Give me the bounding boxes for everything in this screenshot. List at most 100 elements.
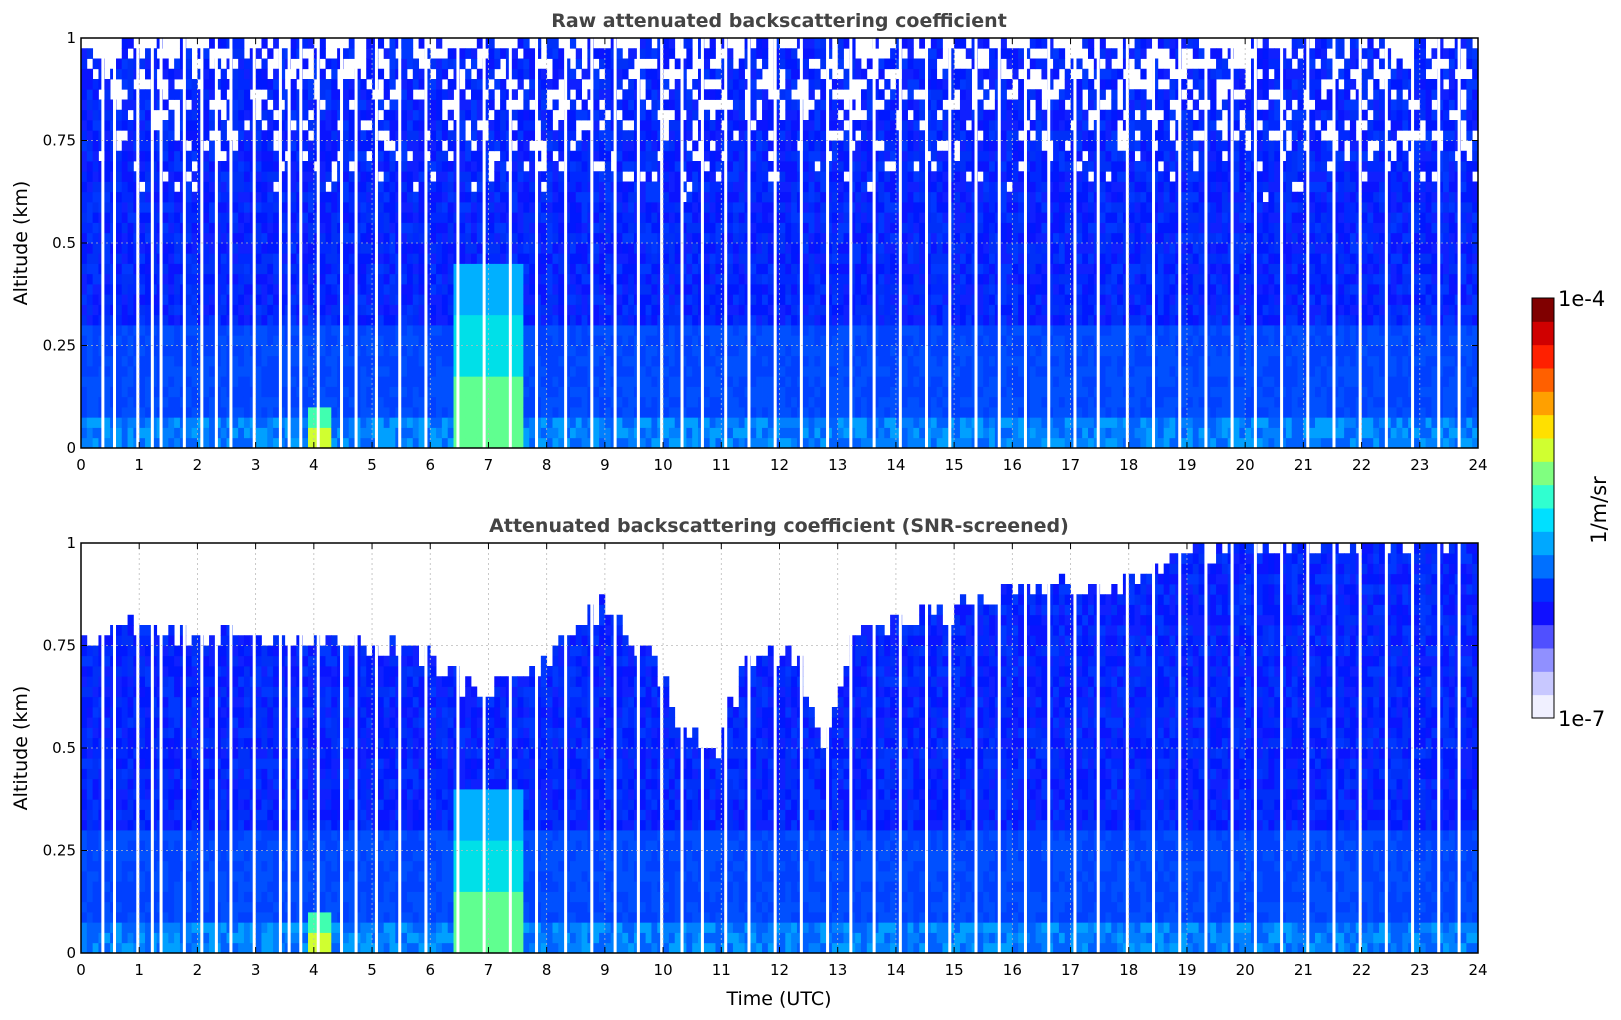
heatmap-cell — [203, 263, 210, 275]
heatmap-cell — [802, 243, 809, 254]
heatmap-cell — [366, 181, 373, 193]
heatmap-cell — [139, 396, 146, 408]
heatmap-cell — [628, 202, 635, 213]
heatmap-cell — [139, 120, 146, 131]
heatmap-cell — [843, 181, 850, 193]
heatmap-cell — [150, 427, 158, 439]
heatmap-cell — [663, 355, 670, 367]
heatmap-cell — [121, 396, 128, 408]
heatmap-cell — [273, 191, 280, 203]
heatmap-cell — [406, 243, 414, 254]
heatmap-cell — [389, 437, 396, 448]
heatmap-cell — [476, 202, 484, 213]
heatmap-cell — [302, 396, 309, 408]
heatmap-cell — [430, 253, 437, 264]
heatmap-cell — [168, 79, 175, 90]
heatmap-cell — [604, 130, 612, 141]
heatmap-cell — [267, 222, 274, 234]
heatmap-cell — [418, 294, 425, 305]
heatmap-cell — [738, 99, 745, 111]
heatmap-cell — [441, 253, 449, 264]
heatmap-cell — [494, 130, 501, 141]
heatmap-cell — [308, 427, 315, 439]
heatmap-cell — [663, 202, 670, 213]
heatmap-cell — [593, 202, 600, 213]
heatmap-cell — [686, 161, 693, 172]
heatmap-cell — [715, 202, 722, 213]
heatmap-cell — [447, 253, 454, 264]
heatmap-cell — [523, 263, 530, 275]
heatmap-cell — [814, 68, 821, 80]
heatmap-cell — [628, 417, 635, 428]
heatmap-cell — [692, 335, 699, 346]
heatmap-cell — [278, 335, 286, 346]
heatmap-cell — [273, 68, 280, 80]
heatmap-cell — [383, 396, 390, 408]
heatmap-cell — [436, 366, 443, 377]
heatmap-cell — [465, 232, 472, 244]
heatmap-cell — [569, 130, 577, 141]
heatmap-cell — [488, 273, 495, 285]
heatmap-cell — [278, 366, 286, 377]
heatmap-cell — [302, 109, 309, 121]
heatmap-cell — [174, 284, 181, 295]
heatmap-cell — [645, 273, 652, 285]
heatmap-cell — [168, 396, 175, 408]
heatmap-cell — [471, 253, 478, 264]
heatmap-cell — [674, 140, 681, 152]
heatmap-cell — [162, 120, 169, 131]
heatmap-cell — [482, 212, 489, 223]
heatmap-cell — [750, 376, 757, 387]
heatmap-cell — [354, 161, 361, 172]
heatmap-cell — [575, 243, 582, 254]
heatmap-cell — [831, 212, 839, 223]
heatmap-cell — [424, 171, 431, 182]
heatmap-cell — [86, 120, 94, 131]
heatmap-cell — [232, 304, 239, 316]
heatmap-cell — [441, 150, 449, 162]
heatmap-cell — [674, 161, 681, 172]
heatmap-cell — [546, 232, 553, 244]
heatmap-cell — [302, 427, 309, 439]
heatmap-cell — [575, 284, 582, 295]
heatmap-cell — [581, 140, 588, 152]
heatmap-cell — [243, 396, 251, 408]
heatmap-cell — [412, 325, 420, 336]
heatmap-cell — [791, 79, 798, 90]
heatmap-cell — [389, 294, 396, 305]
heatmap-cell — [855, 212, 862, 223]
heatmap-cell — [837, 407, 844, 418]
heatmap-cell — [441, 130, 449, 141]
heatmap-cell — [773, 355, 780, 367]
heatmap-cell — [162, 325, 169, 336]
heatmap-cell — [459, 212, 466, 223]
heatmap-cell — [569, 314, 577, 326]
heatmap-cell — [738, 130, 745, 141]
heatmap-cell — [430, 243, 437, 254]
heatmap-cell — [86, 232, 94, 244]
heatmap-cell — [232, 366, 239, 377]
heatmap-cell — [756, 427, 763, 439]
heatmap-cell — [575, 191, 582, 203]
heatmap-cell — [517, 294, 524, 305]
heatmap-cell — [150, 150, 158, 162]
heatmap-cell — [855, 437, 862, 448]
heatmap-cell — [81, 263, 88, 275]
heatmap-cell — [785, 161, 792, 172]
heatmap-cell — [639, 386, 647, 398]
heatmap-cell — [686, 304, 693, 316]
heatmap-cell — [325, 386, 332, 398]
heatmap-cell — [354, 263, 361, 275]
heatmap-cell — [325, 273, 332, 285]
heatmap-cell — [459, 355, 466, 367]
heatmap-cell — [459, 232, 466, 244]
heatmap-cell — [436, 79, 443, 90]
heatmap-cell — [814, 345, 821, 357]
heatmap-cell — [267, 284, 274, 295]
heatmap-cell — [319, 222, 326, 234]
heatmap-cell — [837, 253, 844, 264]
heatmap-cell — [465, 304, 472, 316]
heatmap-cell — [150, 68, 158, 80]
heatmap-cell — [523, 325, 530, 336]
heatmap-cell — [866, 273, 874, 285]
